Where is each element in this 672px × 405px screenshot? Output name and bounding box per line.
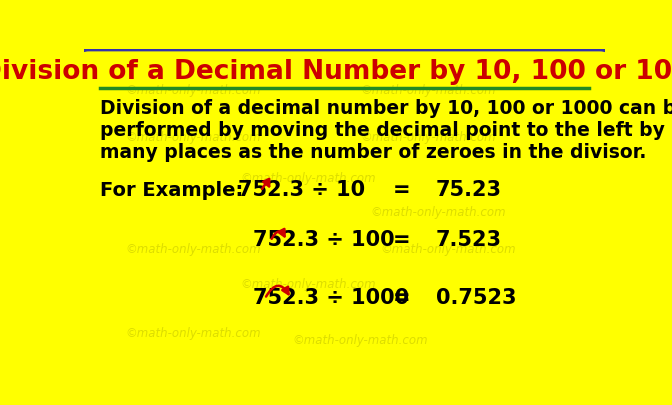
Text: For Example:: For Example: (99, 181, 243, 200)
Text: 75.23: 75.23 (435, 181, 501, 200)
Text: 752.3 ÷ 10: 752.3 ÷ 10 (238, 181, 365, 200)
Text: =: = (393, 181, 411, 200)
FancyBboxPatch shape (79, 49, 610, 364)
Text: Division of a decimal number by 10, 100 or 1000 can be: Division of a decimal number by 10, 100 … (99, 99, 672, 118)
Text: ©math-only-math.com: ©math-only-math.com (241, 277, 376, 290)
Text: ©math-only-math.com: ©math-only-math.com (241, 172, 376, 185)
Text: 7.523: 7.523 (435, 230, 501, 250)
Text: Division of a Decimal Number by 10, 100 or 1000: Division of a Decimal Number by 10, 100 … (0, 59, 672, 85)
Text: ©math-only-math.com: ©math-only-math.com (126, 84, 261, 97)
Text: =: = (393, 288, 411, 308)
Text: 752.3 ÷ 1000: 752.3 ÷ 1000 (253, 288, 409, 308)
Text: 752.3 ÷ 100: 752.3 ÷ 100 (253, 230, 395, 250)
Text: ©math-only-math.com: ©math-only-math.com (370, 206, 506, 219)
Text: performed by moving the decimal point to the left by as: performed by moving the decimal point to… (99, 121, 672, 140)
Text: ©math-only-math.com: ©math-only-math.com (381, 243, 517, 256)
Text: ©math-only-math.com: ©math-only-math.com (126, 328, 261, 341)
Text: ©math-only-math.com: ©math-only-math.com (360, 84, 496, 97)
Text: 0.7523: 0.7523 (435, 288, 516, 308)
Text: ©math-only-math.com: ©math-only-math.com (292, 334, 428, 347)
Text: ©math-only-math.com: ©math-only-math.com (126, 131, 261, 144)
Text: ©math-only-math.com: ©math-only-math.com (360, 131, 496, 144)
Text: ©math-only-math.com: ©math-only-math.com (126, 243, 261, 256)
Text: many places as the number of zeroes in the divisor.: many places as the number of zeroes in t… (99, 143, 646, 162)
Text: =: = (393, 230, 411, 250)
